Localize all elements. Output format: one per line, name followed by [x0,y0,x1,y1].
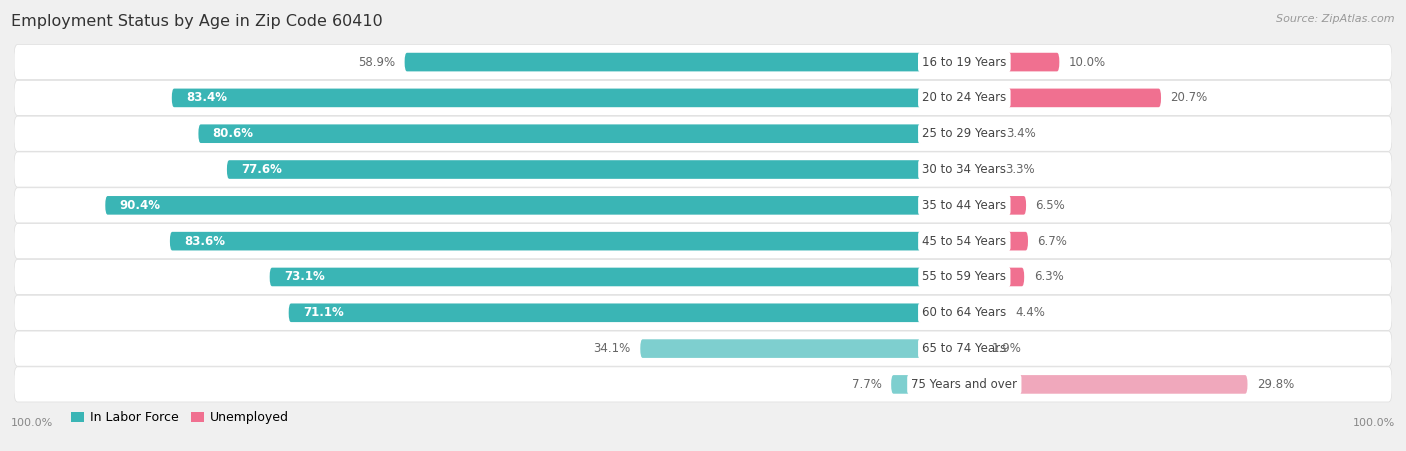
Text: 83.4%: 83.4% [186,92,226,104]
Text: 71.1%: 71.1% [302,306,343,319]
Text: 35 to 44 Years: 35 to 44 Years [922,199,1007,212]
FancyBboxPatch shape [965,160,995,179]
FancyBboxPatch shape [14,80,1392,115]
FancyBboxPatch shape [965,267,1024,286]
Text: 100.0%: 100.0% [11,419,53,428]
FancyBboxPatch shape [14,152,1392,187]
FancyBboxPatch shape [170,232,965,250]
FancyBboxPatch shape [288,304,965,322]
Text: 6.3%: 6.3% [1033,271,1063,284]
Text: 65 to 74 Years: 65 to 74 Years [922,342,1007,355]
Text: 30 to 34 Years: 30 to 34 Years [922,163,1007,176]
Text: 1.9%: 1.9% [991,342,1022,355]
Text: 100.0%: 100.0% [1353,419,1395,428]
Text: 6.7%: 6.7% [1038,235,1067,248]
FancyBboxPatch shape [965,339,983,358]
FancyBboxPatch shape [965,53,1059,71]
Text: 34.1%: 34.1% [593,342,631,355]
Text: 55 to 59 Years: 55 to 59 Years [922,271,1007,284]
FancyBboxPatch shape [965,232,1028,250]
Text: 90.4%: 90.4% [120,199,160,212]
Legend: In Labor Force, Unemployed: In Labor Force, Unemployed [66,406,294,429]
Text: 20 to 24 Years: 20 to 24 Years [922,92,1007,104]
Text: 83.6%: 83.6% [184,235,225,248]
FancyBboxPatch shape [965,124,997,143]
FancyBboxPatch shape [965,304,1007,322]
FancyBboxPatch shape [14,331,1392,366]
Text: 58.9%: 58.9% [359,55,395,69]
FancyBboxPatch shape [172,88,965,107]
FancyBboxPatch shape [965,375,1247,394]
FancyBboxPatch shape [14,367,1392,402]
Text: 60 to 64 Years: 60 to 64 Years [922,306,1007,319]
FancyBboxPatch shape [965,196,1026,215]
Text: 80.6%: 80.6% [212,127,253,140]
FancyBboxPatch shape [270,267,965,286]
Text: 4.4%: 4.4% [1015,306,1046,319]
FancyBboxPatch shape [14,188,1392,223]
Text: 20.7%: 20.7% [1171,92,1208,104]
FancyBboxPatch shape [226,160,965,179]
FancyBboxPatch shape [14,45,1392,80]
Text: 16 to 19 Years: 16 to 19 Years [922,55,1007,69]
Text: Employment Status by Age in Zip Code 60410: Employment Status by Age in Zip Code 604… [11,14,382,28]
FancyBboxPatch shape [14,116,1392,151]
Text: 25 to 29 Years: 25 to 29 Years [922,127,1007,140]
Text: 3.4%: 3.4% [1007,127,1036,140]
FancyBboxPatch shape [198,124,965,143]
Text: 75 Years and over: 75 Years and over [911,378,1018,391]
FancyBboxPatch shape [891,375,965,394]
Text: 45 to 54 Years: 45 to 54 Years [922,235,1007,248]
Text: 29.8%: 29.8% [1257,378,1295,391]
Text: Source: ZipAtlas.com: Source: ZipAtlas.com [1277,14,1395,23]
Text: 77.6%: 77.6% [242,163,283,176]
FancyBboxPatch shape [14,295,1392,330]
FancyBboxPatch shape [14,224,1392,259]
FancyBboxPatch shape [14,259,1392,295]
Text: 10.0%: 10.0% [1069,55,1107,69]
FancyBboxPatch shape [105,196,965,215]
Text: 7.7%: 7.7% [852,378,882,391]
Text: 73.1%: 73.1% [284,271,325,284]
Text: 6.5%: 6.5% [1036,199,1066,212]
FancyBboxPatch shape [965,88,1161,107]
Text: 3.3%: 3.3% [1005,163,1035,176]
FancyBboxPatch shape [640,339,965,358]
FancyBboxPatch shape [405,53,965,71]
